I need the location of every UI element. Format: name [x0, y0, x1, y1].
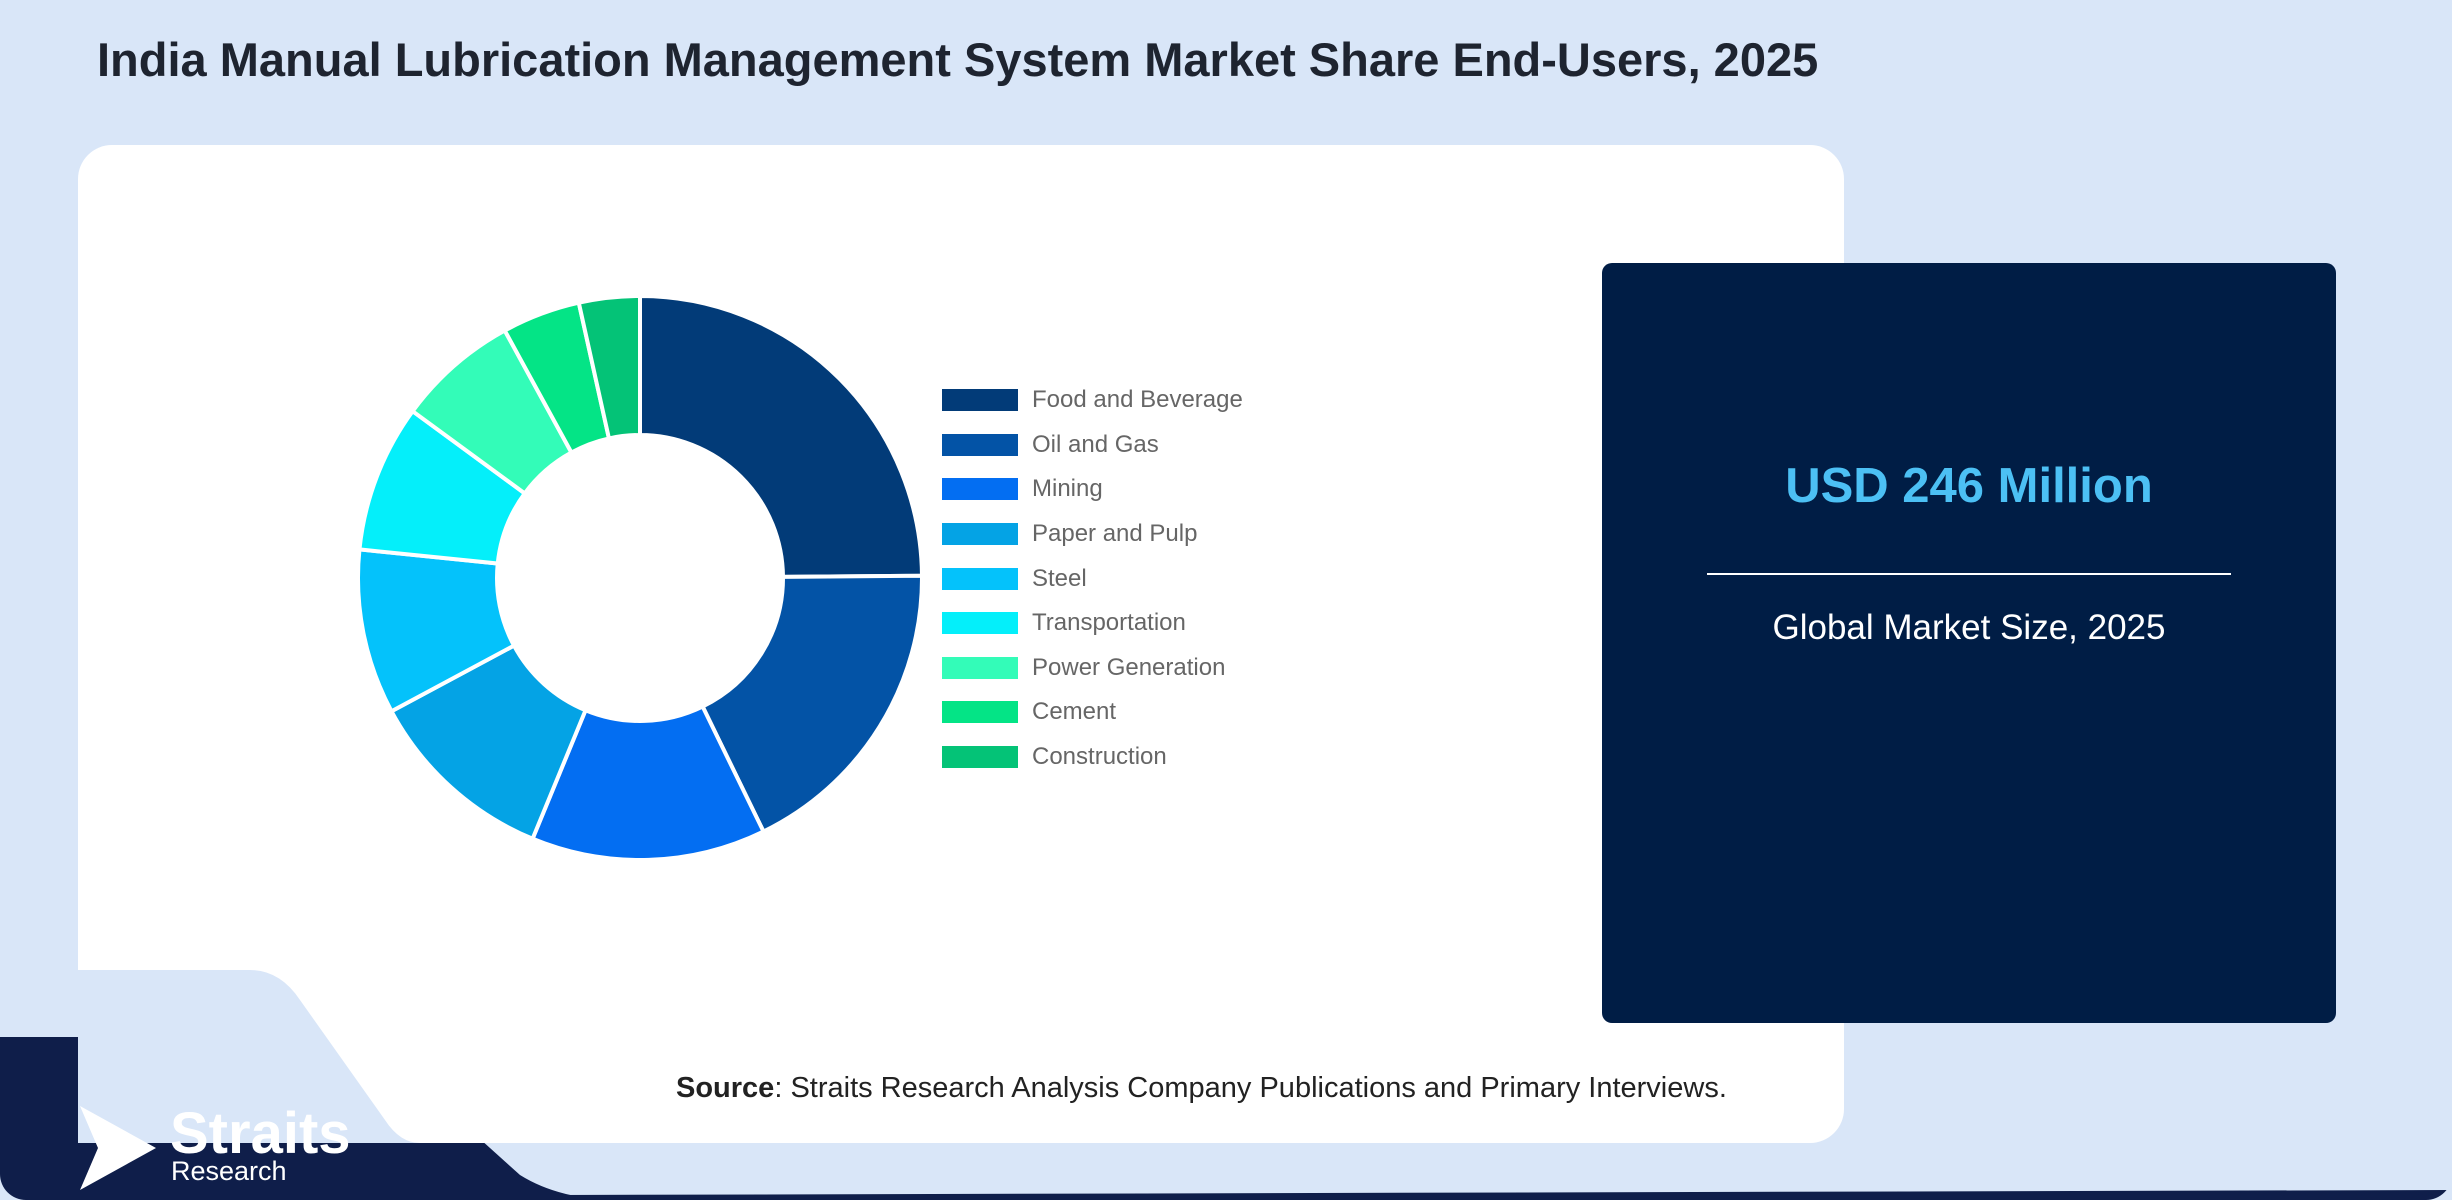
legend-swatch	[942, 567, 1018, 590]
source-text: : Straits Research Analysis Company Publ…	[774, 1072, 1727, 1104]
legend-swatch	[942, 478, 1018, 501]
legend-label: Cement	[1032, 698, 1117, 726]
legend-item: Oil and Gas	[942, 423, 1243, 468]
legend-label: Food and Beverage	[1032, 386, 1243, 414]
legend-item: Steel	[942, 556, 1243, 601]
legend-item: Cement	[942, 690, 1243, 735]
source-note: Source: Straits Research Analysis Compan…	[676, 1072, 1727, 1105]
legend-swatch	[942, 523, 1018, 546]
donut-slice-oil-and-gas	[699, 573, 924, 835]
brand-arrow-icon	[80, 1106, 156, 1190]
legend-swatch	[942, 701, 1018, 724]
legend-item: Paper and Pulp	[942, 512, 1243, 557]
donut-slice-construction	[576, 293, 642, 441]
page-title: India Manual Lubrication Management Syst…	[97, 33, 1819, 86]
donut-slice-food-and-beverage	[638, 293, 925, 579]
legend-item: Construction	[942, 735, 1243, 780]
legend-item: Power Generation	[942, 646, 1243, 691]
card-notch-shape	[78, 970, 420, 1143]
brand-subtitle: Research	[171, 1156, 287, 1186]
legend-label: Oil and Gas	[1032, 430, 1159, 458]
market-divider	[1707, 573, 2231, 575]
legend-item: Mining	[942, 467, 1243, 512]
source-label: Source	[676, 1072, 775, 1104]
legend-swatch	[942, 389, 1018, 412]
market-size-panel: USD 246 Million Global Market Size, 2025	[1602, 263, 2336, 1023]
legend-label: Power Generation	[1032, 653, 1226, 681]
legend-swatch	[942, 612, 1018, 635]
legend-label: Mining	[1032, 475, 1103, 503]
donut-slice-mining	[529, 703, 767, 862]
legend-item: Transportation	[942, 601, 1243, 646]
legend-swatch	[942, 656, 1018, 679]
brand-name: Straits	[170, 1101, 351, 1166]
footer-band-bottom	[560, 1190, 2452, 1200]
legend-label: Transportation	[1032, 609, 1186, 637]
legend-item: Food and Beverage	[942, 378, 1243, 423]
legend-swatch	[942, 746, 1018, 769]
market-size-label: Global Market Size, 2025	[1772, 608, 2166, 647]
legend-label: Paper and Pulp	[1032, 520, 1198, 548]
legend-label: Construction	[1032, 743, 1167, 771]
legend-label: Steel	[1032, 564, 1087, 592]
legend-swatch	[942, 433, 1018, 456]
market-size-value: USD 246 Million	[1785, 459, 2153, 513]
chart-legend: Food and Beverage Oil and Gas Mining Paper …	[942, 378, 1243, 779]
